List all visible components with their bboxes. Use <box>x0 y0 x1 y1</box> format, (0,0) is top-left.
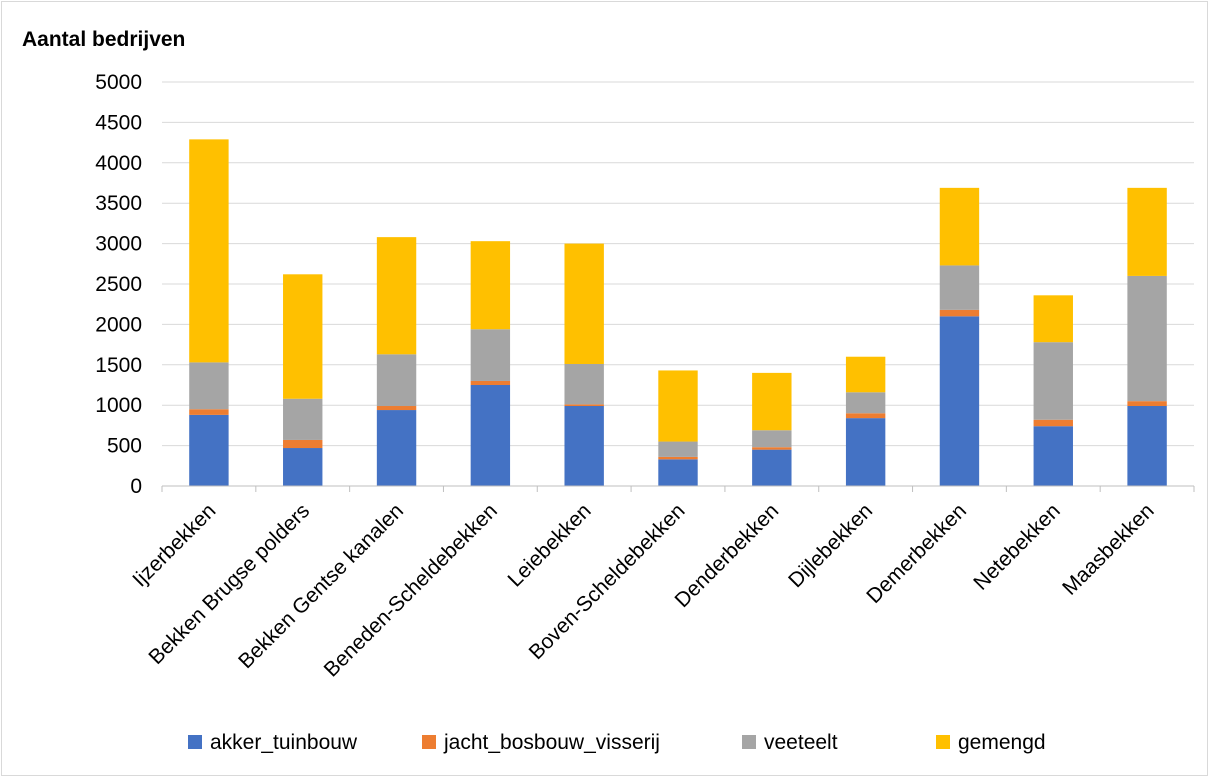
bar-segment-jacht-bosbouw-visserij <box>752 447 792 450</box>
bar-segment-akker-tuinbouw <box>564 406 604 486</box>
bar-segment-jacht-bosbouw-visserij <box>376 406 417 411</box>
bar-segment-veeteelt <box>1127 275 1167 402</box>
bar-segment-veeteelt <box>189 362 229 410</box>
bar-segment-veeteelt <box>376 354 417 407</box>
legend: akker_tuinbouw jacht_bosbouw_visserij veet… <box>188 731 1046 754</box>
bar-segment-akker-tuinbouw <box>470 385 511 486</box>
bar-segment-gemengd <box>1127 187 1167 276</box>
x-tick-label: Bekken Brugse polders <box>144 499 314 669</box>
legend-label: akker_tuinbouw <box>210 731 358 754</box>
bar-segment-akker-tuinbouw <box>752 449 792 486</box>
bar-segment-gemengd <box>658 370 698 442</box>
x-tick-label: Netebekken <box>969 499 1065 595</box>
bar-segment-jacht-bosbouw-visserij <box>1033 419 1073 427</box>
bar-segment-jacht-bosbouw-visserij <box>564 404 604 407</box>
bar-segment-gemengd <box>845 356 886 393</box>
bar-segment-gemengd <box>939 187 980 266</box>
y-tick-label: 1500 <box>95 354 142 377</box>
bar-segment-akker-tuinbouw <box>283 448 323 486</box>
y-tick-label: 2000 <box>95 313 142 336</box>
bar-segment-veeteelt <box>658 441 698 457</box>
bar-segment-jacht-bosbouw-visserij <box>470 380 511 385</box>
bar-segment-jacht-bosbouw-visserij <box>189 409 229 415</box>
bar-segment-veeteelt <box>564 363 604 405</box>
y-axis-title: Aantal bedrijven <box>22 28 185 51</box>
y-tick-label: 3500 <box>95 192 142 215</box>
bar-segment-jacht-bosbouw-visserij <box>658 456 698 460</box>
y-tick-label: 0 <box>130 475 142 498</box>
y-tick-label: 500 <box>107 435 142 458</box>
bar-segment-akker-tuinbouw <box>189 414 229 486</box>
gridlines <box>162 81 1194 447</box>
y-tick-label: 5000 <box>95 71 142 94</box>
x-tick-label: Boven-Scheldebekken <box>525 499 690 664</box>
bar-segment-akker-tuinbouw <box>658 459 698 486</box>
bar-segment-gemengd <box>752 372 792 431</box>
bar-segment-gemengd <box>376 237 417 355</box>
bar-segment-jacht-bosbouw-visserij <box>939 309 980 317</box>
bar-segment-jacht-bosbouw-visserij <box>1127 401 1167 407</box>
legend-swatch-akker-tuinbouw <box>188 735 202 749</box>
x-tick-label: Demerbekken <box>862 499 971 608</box>
bar-segment-veeteelt <box>1033 342 1073 420</box>
legend-swatch-gemengd <box>936 735 950 749</box>
bar-segment-gemengd <box>564 243 604 364</box>
y-tick-label: 3000 <box>95 233 142 256</box>
x-tick-label: Beneden-Scheldebekken <box>320 499 502 681</box>
bar-segment-veeteelt <box>752 430 792 448</box>
bar-segment-jacht-bosbouw-visserij <box>845 413 886 419</box>
legend-label: jacht_bosbouw_visserij <box>443 731 660 754</box>
y-tick-label: 4000 <box>95 152 142 175</box>
x-tick-label: Maasbekken <box>1058 499 1158 599</box>
y-tick-label: 2500 <box>95 273 142 296</box>
bar-segment-jacht-bosbouw-visserij <box>283 439 323 449</box>
bar-segment-akker-tuinbouw <box>1033 426 1073 486</box>
bar-segment-akker-tuinbouw <box>845 418 886 486</box>
bar-segment-akker-tuinbouw <box>1127 406 1167 486</box>
legend-label: veeteelt <box>764 731 838 754</box>
bar-segment-veeteelt <box>845 392 886 414</box>
legend-swatch-jacht-bosbouw-visserij <box>422 735 436 749</box>
bar-segment-gemengd <box>189 139 229 363</box>
bar-segment-gemengd <box>1033 295 1073 343</box>
bar-segment-veeteelt <box>470 329 511 381</box>
bar-segment-akker-tuinbouw <box>376 410 417 486</box>
legend-label: gemengd <box>958 731 1046 754</box>
bar-segment-gemengd <box>470 241 511 330</box>
bar-segment-veeteelt <box>283 398 323 440</box>
x-tick-label: Bekken Gentse kanalen <box>234 499 408 673</box>
x-tick-label: Dijlebekken <box>784 499 877 592</box>
bar-segment-veeteelt <box>939 265 980 310</box>
x-tick-label: Leiebekken <box>503 499 595 591</box>
bars <box>189 139 1167 486</box>
x-tick-label: Ijzerbekken <box>128 499 220 591</box>
y-tick-label: 1000 <box>95 394 142 417</box>
y-tick-label: 4500 <box>95 111 142 134</box>
legend-swatch-veeteelt <box>742 735 756 749</box>
bar-segment-gemengd <box>283 274 323 399</box>
bar-segment-akker-tuinbouw <box>939 316 980 486</box>
